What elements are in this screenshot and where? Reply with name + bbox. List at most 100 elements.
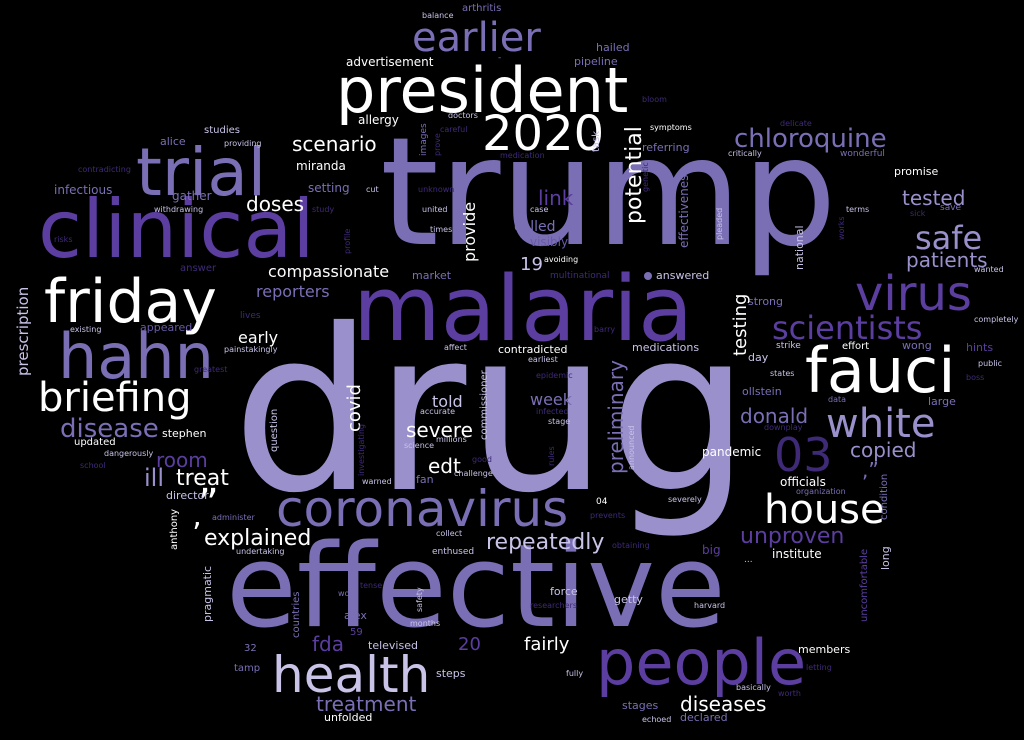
word-preliminary: preliminary	[604, 360, 628, 474]
word-testing: testing	[730, 293, 751, 356]
word-briefing: briefing	[38, 375, 192, 421]
word-stephen: stephen	[162, 427, 207, 440]
word-millions: millions	[436, 435, 467, 444]
word-infectious: infectious	[54, 183, 113, 197]
word-miranda: miranda	[296, 159, 346, 173]
word-save: save	[940, 203, 962, 213]
word-existing: existing	[70, 325, 102, 334]
word-promise: promise	[894, 165, 939, 178]
word-careful: careful	[440, 125, 468, 134]
word-studies: studies	[204, 125, 240, 136]
word-public: public	[978, 359, 1003, 368]
word-barry: barry	[594, 325, 616, 334]
word-clinical: clinical	[38, 183, 315, 276]
word-effectiveness: effectiveness	[677, 168, 691, 248]
word-pleaded: pleaded	[715, 207, 724, 240]
word-symptoms: symptoms	[650, 123, 692, 132]
word-copied: copied	[850, 438, 917, 462]
word-united: united	[422, 205, 448, 214]
word-diseases: diseases	[680, 692, 767, 716]
word-contradicting: contradicting	[78, 165, 131, 174]
word-unknown: unknown	[418, 185, 455, 194]
word-president: president	[336, 54, 629, 127]
word-trump: trump	[380, 106, 837, 280]
word-national: national	[793, 225, 806, 270]
word-people: people	[596, 626, 807, 699]
word-obtaining: obtaining	[612, 541, 650, 550]
word-images: images	[419, 123, 429, 156]
word-dangerously: dangerously	[104, 449, 154, 458]
word-ellipsis: ...	[744, 555, 753, 565]
word-infected: infected	[536, 407, 569, 416]
word-bloom: bloom	[642, 95, 667, 104]
word-school: school	[80, 461, 106, 470]
word-basically: basically	[736, 683, 771, 692]
word-pipeline: pipeline	[574, 55, 618, 68]
word-early: early	[238, 328, 279, 347]
word-undertaking: undertaking	[236, 547, 285, 556]
word-stages: stages	[622, 699, 659, 712]
word-arthritis: arthritis	[462, 3, 502, 14]
word-fauci: fauci	[805, 334, 956, 407]
word-trial: trial	[136, 134, 267, 211]
word-week: week	[530, 390, 573, 409]
word-science: science	[404, 441, 435, 450]
word-affect: affect	[444, 343, 467, 352]
word-televised: televised	[368, 639, 418, 652]
word-commissioner: commissioner	[479, 370, 490, 440]
word-answered: answered	[656, 269, 710, 282]
word-friday: friday	[44, 267, 217, 337]
dot-marker	[644, 272, 652, 280]
word-contradicted: contradicted	[498, 343, 568, 356]
word-fairly: fairly	[524, 634, 570, 655]
word-harvard: harvard	[694, 601, 726, 610]
word-institute: institute	[772, 547, 822, 561]
word-donald: donald	[740, 404, 809, 428]
word-study: study	[312, 205, 335, 214]
word-reporters: reporters	[256, 282, 330, 301]
word-good: good	[472, 455, 492, 464]
word-hailed: hailed	[596, 41, 630, 54]
word-updated: updated	[74, 437, 116, 448]
word-tamp: tamp	[234, 663, 261, 674]
word-pandemic: pandemic	[702, 445, 762, 459]
word-link: link	[538, 186, 574, 210]
word-wong: wong	[902, 339, 932, 352]
word-virus: virus	[855, 266, 972, 322]
word-treat: treat	[176, 466, 229, 491]
word-doctors: doctors	[448, 111, 478, 120]
word-prescription: prescription	[14, 286, 32, 376]
word-patients: patients	[906, 248, 988, 272]
word-epidemic: epidemic	[536, 371, 573, 380]
word-case: case	[530, 205, 549, 214]
word-repeatedly: repeatedly	[486, 530, 605, 555]
word-letting: letting	[806, 663, 832, 672]
word-drug: drug	[232, 281, 751, 542]
word-collect: collect	[436, 529, 463, 538]
word-states: states	[770, 369, 795, 378]
word-explained: explained	[204, 526, 312, 551]
word-apostrophe: ’	[192, 517, 202, 552]
word-chloroquine: chloroquine	[734, 124, 887, 154]
word-greatest: greatest	[194, 365, 228, 374]
word-03: 03	[774, 428, 833, 482]
word-declared: declared	[680, 711, 728, 724]
word-visibly: visibly	[530, 235, 569, 249]
word-data: data	[828, 395, 847, 404]
word-wanted: wanted	[974, 265, 1004, 274]
word-gather: gather	[172, 189, 212, 203]
word-unproven: unproven	[740, 524, 845, 549]
word-multinational: multinational	[550, 271, 610, 281]
word-sick: sick	[910, 209, 926, 218]
word-alice: alice	[160, 135, 186, 148]
word-members: members	[798, 643, 851, 656]
word-avoiding: avoiding	[544, 255, 579, 264]
word-director: director	[166, 489, 209, 502]
word-disease: disease	[60, 414, 159, 444]
word-house: house	[764, 487, 885, 533]
word-severe: severe	[406, 418, 473, 442]
word-confidence: confidence	[755, 217, 766, 272]
word-setting: setting	[308, 181, 350, 195]
word-unfolded: unfolded	[324, 711, 373, 724]
word-wonderful: wonderful	[840, 149, 885, 159]
